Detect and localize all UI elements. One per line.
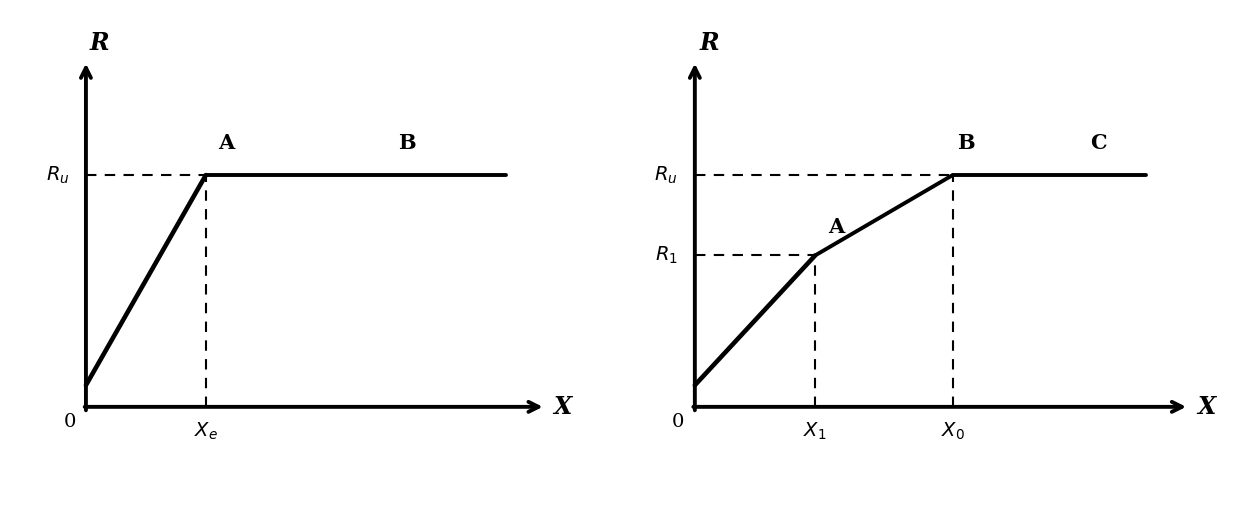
Text: C: C (1090, 133, 1106, 153)
Text: 0: 0 (672, 413, 684, 431)
Text: X: X (1198, 395, 1215, 419)
Text: R: R (90, 30, 109, 55)
Text: B: B (957, 133, 975, 153)
Text: B: B (398, 133, 415, 153)
Text: $R_1$: $R_1$ (654, 245, 678, 266)
Text: $X_1$: $X_1$ (803, 421, 826, 442)
Text: 0: 0 (63, 413, 76, 431)
Text: $R_u$: $R_u$ (654, 164, 678, 186)
Text: X: X (554, 395, 572, 419)
Text: A: A (218, 133, 234, 153)
Text: $R_u$: $R_u$ (46, 164, 69, 186)
Text: $X_0$: $X_0$ (940, 421, 965, 442)
Text: A: A (828, 217, 844, 237)
Text: $X_e$: $X_e$ (193, 421, 218, 442)
Text: R: R (699, 30, 719, 55)
